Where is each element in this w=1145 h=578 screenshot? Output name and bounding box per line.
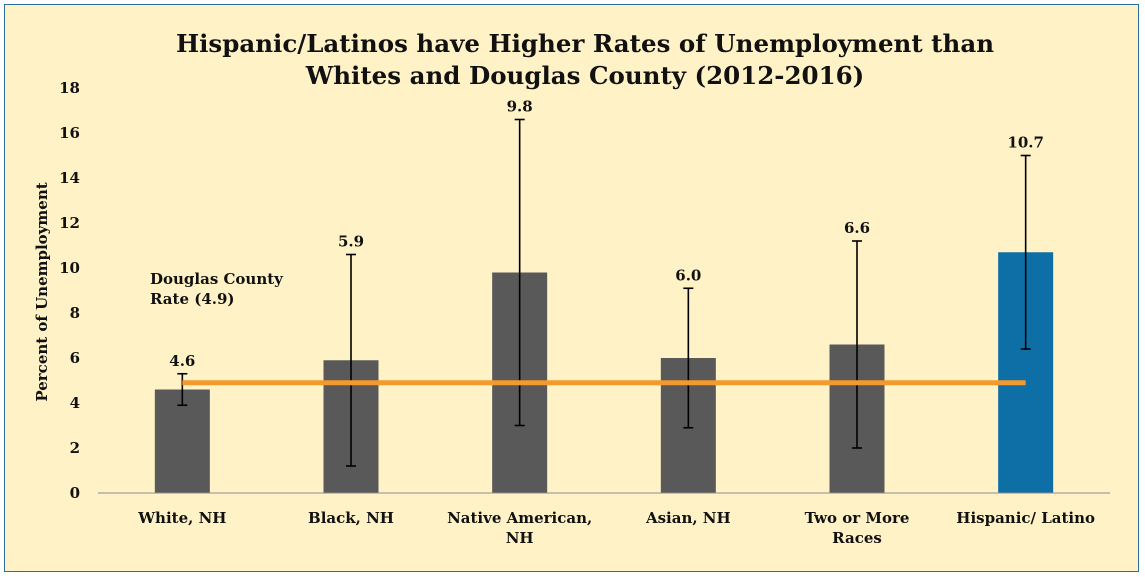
y-tick-label: 2 — [70, 439, 80, 457]
x-category-label: NH — [506, 529, 534, 547]
data-label: 6.0 — [675, 266, 701, 284]
x-category-label: Native American, — [447, 509, 592, 527]
data-label: 9.8 — [507, 98, 533, 116]
y-tick-label: 4 — [70, 394, 80, 412]
y-tick-label: 18 — [59, 79, 80, 97]
x-category-label: Black, NH — [308, 509, 394, 527]
reference-line-label: Rate (4.9) — [150, 290, 235, 308]
douglas-county-annotation: Douglas County Rate (4.9) — [150, 270, 284, 308]
bars — [154, 252, 1054, 493]
reference-line-label: Douglas County — [150, 270, 284, 288]
y-tick-label: 8 — [70, 304, 80, 322]
x-category-label: Asian, NH — [645, 509, 731, 527]
x-category-label: White, NH — [137, 509, 226, 527]
chart-title-line-1: Hispanic/Latinos have Higher Rates of Un… — [176, 29, 994, 58]
x-axis-categories: White, NH Black, NH Native American, NH Asia… — [98, 492, 1110, 547]
data-label: 5.9 — [338, 233, 364, 251]
chart-title: Hispanic/Latinos have Higher Rates of Un… — [176, 29, 994, 90]
y-tick-label: 0 — [70, 484, 80, 502]
x-category-label: Two or More — [805, 509, 910, 527]
x-category-label: Races — [832, 529, 882, 547]
y-tick-label: 14 — [59, 169, 80, 187]
y-axis-ticks: 0 2 4 6 8 10 12 14 16 18 — [59, 79, 80, 502]
y-axis-label: Percent of Unemployment — [33, 182, 51, 401]
data-label: 6.6 — [844, 219, 870, 237]
y-tick-label: 16 — [59, 124, 80, 142]
x-category-label: Hispanic/ Latino — [956, 509, 1095, 527]
data-labels: 4.6 5.9 9.8 6.0 6.6 10.7 — [169, 98, 1044, 370]
data-label: 10.7 — [1007, 134, 1044, 152]
y-tick-label: 6 — [70, 349, 80, 367]
bar — [154, 389, 210, 493]
data-label: 4.6 — [169, 352, 195, 370]
y-tick-label: 10 — [59, 259, 80, 277]
y-tick-label: 12 — [59, 214, 80, 232]
chart-title-line-2: Whites and Douglas County (2012-2016) — [305, 61, 865, 90]
error-bars — [177, 118, 1031, 467]
